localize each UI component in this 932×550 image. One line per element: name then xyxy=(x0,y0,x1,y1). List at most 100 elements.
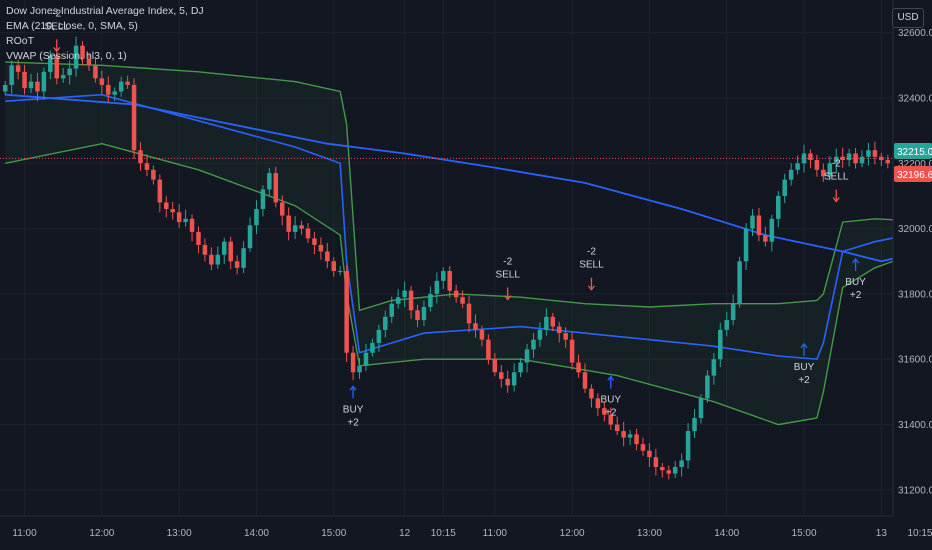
candle-body xyxy=(189,218,195,232)
candle-body xyxy=(247,225,253,249)
candle-body xyxy=(627,434,633,438)
candle-body xyxy=(879,156,884,161)
candle-body xyxy=(292,225,298,232)
candle-body xyxy=(524,349,530,363)
buy-arrow-head xyxy=(800,342,808,349)
candle-body xyxy=(421,306,427,321)
candle-body xyxy=(518,362,523,373)
candle-body xyxy=(357,365,362,373)
price-tick-label: 31800.00 xyxy=(898,289,932,300)
buy-label: BUY xyxy=(845,277,866,288)
candle-body xyxy=(221,241,227,255)
candle-body xyxy=(595,398,601,409)
candle-body xyxy=(383,316,388,330)
price-tick-label: 32600.00 xyxy=(898,28,932,39)
candle-body xyxy=(234,261,240,268)
legend-ema[interactable]: EMA (210, close, 0, SMA, 5) xyxy=(6,20,138,32)
buy-arrow-head xyxy=(607,375,615,381)
candle-body xyxy=(821,169,826,177)
candle-body xyxy=(499,372,504,379)
time-tick-label: 13:00 xyxy=(167,528,192,539)
candle-body xyxy=(776,195,781,219)
candle-body xyxy=(395,297,401,304)
candle-body xyxy=(866,150,871,157)
candle-body xyxy=(344,271,349,353)
trade-signals: -2 SELL BUY +2 -2 SELL -2 SELL BUY +2 BUY +2 -2 SELL B… xyxy=(45,8,867,428)
candle-body xyxy=(840,156,845,161)
legend-vwap[interactable]: VWAP (Session, hl3, 0, 1) xyxy=(6,50,127,62)
sell-label: SELL xyxy=(579,260,604,271)
candle-body xyxy=(376,329,382,343)
price-tick-label: 31200.00 xyxy=(898,485,932,496)
candle-body xyxy=(389,303,394,317)
candle-body xyxy=(756,215,762,236)
candle-body xyxy=(724,320,729,330)
time-tick-label: 14:00 xyxy=(714,528,739,539)
candle-body xyxy=(634,434,639,445)
candle-body xyxy=(22,71,27,89)
candle-body xyxy=(782,179,787,196)
candle-body xyxy=(447,271,452,291)
candle-body xyxy=(473,323,478,330)
candle-body xyxy=(692,418,697,432)
candle-body xyxy=(808,153,813,161)
legend-root[interactable]: ROoT xyxy=(6,35,35,47)
candle-body xyxy=(827,163,833,177)
price-axis-bg xyxy=(893,0,932,550)
candle-body xyxy=(209,254,214,265)
candle-body xyxy=(698,398,704,419)
candle-body xyxy=(118,81,124,92)
time-tick-label: 12 xyxy=(399,528,411,539)
candle-body xyxy=(215,254,221,265)
candle-body xyxy=(872,150,878,157)
candle-body xyxy=(544,316,549,330)
candle-body xyxy=(286,215,291,232)
candle-body xyxy=(550,316,556,327)
candle-body xyxy=(138,150,143,164)
candle-body xyxy=(679,460,684,468)
candle-body xyxy=(350,352,356,373)
sell-qty-label: -2 xyxy=(587,247,596,258)
candle-body xyxy=(672,467,678,474)
candle-body xyxy=(337,271,343,273)
candle-body xyxy=(885,160,891,164)
candle-body xyxy=(614,424,620,432)
candle-body xyxy=(164,202,169,210)
candle-body xyxy=(125,81,130,85)
candle-body xyxy=(99,78,105,85)
candle-body xyxy=(305,228,311,239)
candle-body xyxy=(428,293,433,307)
candle-body xyxy=(660,467,665,471)
candle-body xyxy=(202,244,208,255)
ema-line xyxy=(5,93,932,263)
sell-qty-label: -2 xyxy=(832,159,841,170)
candle-body xyxy=(157,179,163,203)
candle-body xyxy=(466,303,472,324)
currency-button[interactable]: USD xyxy=(892,8,924,28)
candle-body xyxy=(170,209,175,213)
candle-body xyxy=(176,212,182,223)
vwap-band-fill xyxy=(5,62,932,425)
candle-body xyxy=(531,339,536,350)
legend-symbol-title[interactable]: Dow Jones Industrial Average Index, 5, D… xyxy=(6,5,204,17)
sell-qty-label: -2 xyxy=(503,257,512,268)
sell-label: SELL xyxy=(495,270,520,281)
candle-body xyxy=(254,209,259,226)
time-tick-label: 11:00 xyxy=(12,528,37,539)
candle-body xyxy=(602,408,607,415)
candle-body xyxy=(608,414,614,425)
candle-body xyxy=(479,329,485,340)
sell-label: SELL xyxy=(824,172,849,183)
candle-body xyxy=(415,310,420,321)
price-tag-upper: 32215.09 xyxy=(897,147,932,158)
time-tick-label: 10:15 xyxy=(907,528,932,539)
vwap-upper-band xyxy=(5,61,932,312)
candle-body xyxy=(718,329,723,360)
candle-body xyxy=(705,375,710,399)
candle-body xyxy=(556,326,562,334)
candle-body xyxy=(582,372,588,389)
price-tag-upper-bg xyxy=(894,143,932,159)
price-tick-label: 31600.00 xyxy=(898,355,932,366)
